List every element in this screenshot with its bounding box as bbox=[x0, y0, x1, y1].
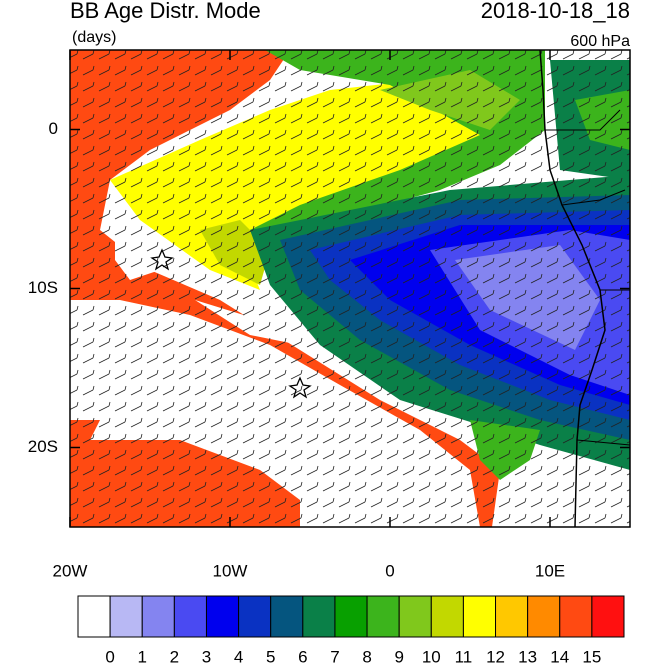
lon-tick-label: 20W bbox=[53, 561, 88, 580]
colorbar-label: 14 bbox=[550, 647, 569, 666]
colorbar-box bbox=[141, 595, 175, 638]
colorbar-box bbox=[205, 595, 240, 638]
lat-tick-label: 20S bbox=[28, 437, 58, 456]
colorbar-box bbox=[527, 595, 561, 638]
level: 600 hPa bbox=[570, 33, 630, 50]
colorbar-label: 7 bbox=[330, 647, 339, 666]
colorbar-label: 2 bbox=[170, 647, 179, 666]
lon-tick-label: 0 bbox=[385, 561, 394, 580]
lon-tick-label: 10E bbox=[535, 561, 565, 580]
lat-tick-label: 0 bbox=[49, 119, 58, 138]
colorbar-box bbox=[398, 595, 432, 638]
colorbar-box bbox=[238, 595, 272, 638]
colorbar-box bbox=[462, 595, 497, 638]
colorbar-box bbox=[334, 595, 368, 638]
colorbar-label: 12 bbox=[486, 647, 505, 666]
lon-tick-label: 10W bbox=[213, 561, 248, 580]
colorbar-box bbox=[173, 595, 207, 638]
colorbar: 0 1 2 3 4 5 6 7 8 9 10 11 12 13 14 15 bbox=[77, 595, 625, 666]
colorbar-box bbox=[559, 595, 593, 638]
colorbar-box bbox=[302, 595, 336, 638]
colorbar-label: 10 bbox=[422, 647, 441, 666]
lat-tick-label: 10S bbox=[28, 278, 58, 297]
colorbar-label: 13 bbox=[518, 647, 537, 666]
map-field bbox=[70, 50, 630, 527]
time: 2018-10-18_18 bbox=[481, 0, 630, 23]
colorbar-label: 0 bbox=[105, 647, 114, 666]
colorbar-box bbox=[430, 595, 464, 638]
colorbar-label: 6 bbox=[298, 647, 307, 666]
colorbar-label: 3 bbox=[202, 647, 211, 666]
colorbar-label: 9 bbox=[394, 647, 403, 666]
colorbar-label: 1 bbox=[138, 647, 147, 666]
colorbar-box bbox=[366, 595, 400, 638]
colorbar-box bbox=[495, 595, 529, 638]
units: (days) bbox=[72, 29, 116, 46]
colorbar-box bbox=[109, 595, 143, 638]
colorbar-label: 15 bbox=[582, 647, 601, 666]
colorbar-box bbox=[270, 595, 304, 638]
colorbar-box bbox=[591, 595, 625, 638]
title: BB Age Distr. Mode bbox=[70, 0, 261, 23]
colorbar-label: 4 bbox=[234, 647, 243, 666]
colorbar-label: 11 bbox=[455, 647, 473, 666]
colorbar-box bbox=[77, 595, 111, 638]
colorbar-label: 5 bbox=[266, 647, 275, 666]
colorbar-label: 8 bbox=[362, 647, 371, 666]
axes: 0 10S 20S 20W 10W 0 10E bbox=[28, 50, 630, 580]
